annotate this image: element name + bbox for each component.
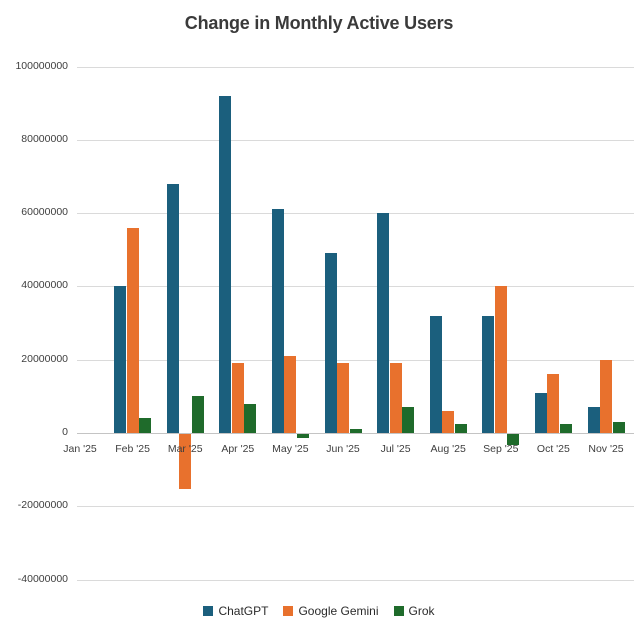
bar-google-gemini-jun-25 <box>337 363 349 433</box>
legend-item-google-gemini: Google Gemini <box>283 604 379 618</box>
x-tick-label: Apr '25 <box>221 443 255 455</box>
bar-grok-jul-25 <box>402 407 415 433</box>
chart-title: Change in Monthly Active Users <box>184 13 454 33</box>
gridline <box>77 66 634 68</box>
x-tick-label: Feb '25 <box>115 443 150 455</box>
gridline <box>77 506 634 508</box>
y-tick-label: 100000000 <box>15 59 68 72</box>
legend-item-chatgpt: ChatGPT <box>203 604 268 618</box>
bar-google-gemini-nov-25 <box>600 359 612 433</box>
gridline <box>77 359 634 361</box>
legend-label-grok: Grok <box>408 604 435 618</box>
bar-chatgpt-sep-25 <box>482 315 495 433</box>
bar-grok-mar-25 <box>191 396 204 433</box>
bar-chatgpt-jul-25 <box>377 213 390 433</box>
bar-grok-apr-25 <box>244 403 257 433</box>
x-tick-label: Aug '25 <box>430 443 466 455</box>
gridline <box>77 579 634 581</box>
bar-grok-may-25 <box>296 434 309 438</box>
bar-google-gemini-apr-25 <box>231 363 244 433</box>
gridline <box>77 139 634 141</box>
bar-grok-sep-25 <box>507 434 520 445</box>
bar-chatgpt-may-25 <box>271 209 284 433</box>
bar-chatgpt-nov-25 <box>587 407 600 433</box>
bar-google-gemini-feb-25 <box>126 227 139 433</box>
x-tick-label: Jul '25 <box>380 443 411 455</box>
y-tick-label: 0 <box>62 426 68 438</box>
bar-chatgpt-jun-25 <box>324 253 337 433</box>
bar-google-gemini-jul-25 <box>389 363 402 433</box>
y-tick-label: 20000000 <box>21 352 68 365</box>
bar-grok-oct-25 <box>559 423 572 433</box>
bar-google-gemini-sep-25 <box>494 286 507 433</box>
legend-label-google-gemini: Google Gemini <box>298 604 379 618</box>
x-tick-label: May '25 <box>272 443 309 455</box>
legend-swatch-google-gemini <box>283 606 294 616</box>
bar-grok-nov-25 <box>612 422 625 433</box>
x-tick-label: Jan '25 <box>63 443 97 455</box>
y-tick-label: 40000000 <box>21 279 68 292</box>
bar-chatgpt-mar-25 <box>166 183 179 433</box>
bar-google-gemini-oct-25 <box>547 374 560 433</box>
gridline <box>77 286 634 288</box>
bar-grok-feb-25 <box>139 418 152 433</box>
y-tick-label: -40000000 <box>17 572 68 585</box>
legend-swatch-grok <box>393 606 404 616</box>
x-tick-label: Mar '25 <box>167 443 203 455</box>
legend-item-grok: Grok <box>393 604 435 618</box>
x-tick-label: Nov '25 <box>588 443 624 455</box>
bar-google-gemini-mar-25 <box>179 434 192 489</box>
bar-google-gemini-aug-25 <box>442 411 455 433</box>
x-tick-label: Sep '25 <box>483 443 519 455</box>
bar-chatgpt-aug-25 <box>429 315 442 433</box>
bar-grok-aug-25 <box>454 423 467 433</box>
bar-google-gemini-may-25 <box>284 356 297 433</box>
y-tick-label: -20000000 <box>17 499 68 512</box>
bar-chatgpt-oct-25 <box>534 392 547 433</box>
bar-grok-jun-25 <box>349 429 362 433</box>
legend: ChatGPT Google Gemini Grok <box>0 604 638 618</box>
y-tick-label: 60000000 <box>21 206 68 219</box>
zero-axis-line <box>77 433 634 434</box>
gridline <box>77 213 634 215</box>
bar-chatgpt-apr-25 <box>219 95 232 433</box>
legend-swatch-chatgpt <box>203 606 214 616</box>
x-tick-label: Oct '25 <box>536 443 570 455</box>
y-tick-label: 80000000 <box>21 132 68 145</box>
legend-label-chatgpt: ChatGPT <box>218 604 269 618</box>
x-tick-label: Jun '25 <box>326 443 360 455</box>
bar-chatgpt-feb-25 <box>114 286 127 433</box>
